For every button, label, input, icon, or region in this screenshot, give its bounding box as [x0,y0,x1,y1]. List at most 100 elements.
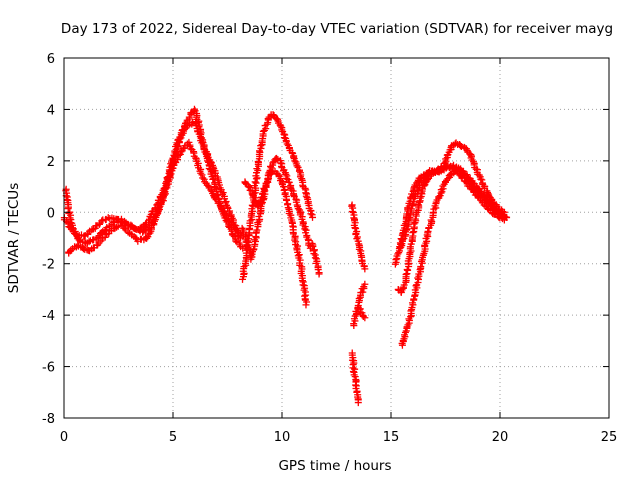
data-point [199,174,207,182]
data-point [392,256,400,264]
data-point [98,217,106,225]
data-point [257,142,265,150]
data-point [145,217,153,225]
data-point [411,215,419,223]
data-point [143,234,151,242]
data-point [85,238,93,246]
data-point [63,196,71,204]
data-point [251,178,259,186]
data-point [207,186,215,194]
data-point [95,220,103,228]
data-point [237,234,245,242]
y-tick-label: 0 [47,206,55,221]
data-point [113,223,121,231]
data-point [311,254,319,262]
data-point [152,211,160,219]
y-axis-ticks: -8 -6 -4 -2 0 2 4 6 [42,52,609,427]
chart-title: Day 173 of 2022, Sidereal Day-to-day VTE… [61,21,613,37]
y-axis-title: SDTVAR / TECUs [6,183,22,293]
data-point [291,236,299,244]
data-point [211,194,219,202]
data-point [401,329,409,337]
data-points [60,105,511,407]
data-point [354,399,362,407]
data-point [409,229,417,237]
data-point [356,308,364,316]
data-point [419,185,427,193]
data-point [359,288,367,296]
data-point [245,183,253,191]
data-point [291,157,299,165]
data-point [174,142,182,150]
data-point [221,210,229,218]
data-point [150,217,158,225]
data-point [287,186,295,194]
data-point [348,207,356,215]
data-point [456,142,464,150]
data-point [283,196,291,204]
data-point [442,155,450,163]
y-tick-label: 4 [47,103,55,118]
data-point [124,228,132,236]
y-tick-label: -4 [42,309,55,324]
data-point [273,154,281,162]
x-axis-ticks: 0 5 10 15 20 25 [60,58,617,445]
data-point [308,239,316,247]
data-point [278,126,286,134]
data-point [180,125,188,133]
data-point [452,139,460,147]
data-point [258,200,266,208]
data-point [402,270,410,278]
y-tick-label: -6 [42,361,55,376]
x-tick-label: 10 [274,430,291,445]
y-tick-label: -8 [42,412,55,427]
data-point [232,237,240,245]
data-point [394,250,402,258]
data-point [416,194,424,202]
data-point [405,215,413,223]
data-point [130,224,138,232]
data-point [307,210,315,218]
data-point [302,301,310,309]
data-point [397,243,405,251]
data-point [417,263,425,271]
data-point [192,154,200,162]
data-point [469,158,477,166]
data-point [395,249,403,257]
data-point [403,266,411,274]
data-point [503,213,511,221]
x-tick-label: 15 [383,430,400,445]
data-point [277,159,285,167]
data-point [197,169,205,177]
x-tick-label: 5 [169,430,177,445]
data-point [253,226,261,234]
data-point [309,243,317,251]
data-point [407,205,415,213]
x-tick-label: 20 [492,430,509,445]
data-point [283,140,291,148]
data-point [88,226,96,234]
data-point [249,202,257,210]
y-tick-label: 6 [47,52,55,67]
data-point [301,225,309,233]
x-axis-title: GPS time / hours [278,458,391,474]
data-point [79,245,87,253]
data-point [293,162,301,170]
data-point [355,245,363,253]
data-point [302,192,310,200]
data-point [477,175,485,183]
data-point [359,312,367,320]
data-point [232,226,240,234]
x-tick-label: 25 [601,430,618,445]
data-point [132,234,140,242]
data-point [299,281,307,289]
data-point [295,167,303,175]
y-tick-label: 2 [47,155,55,170]
data-point [201,178,209,186]
data-point [351,224,359,232]
data-point [403,210,411,218]
y-tick-label: -2 [42,258,55,273]
data-point [268,168,276,176]
data-point [198,171,206,179]
